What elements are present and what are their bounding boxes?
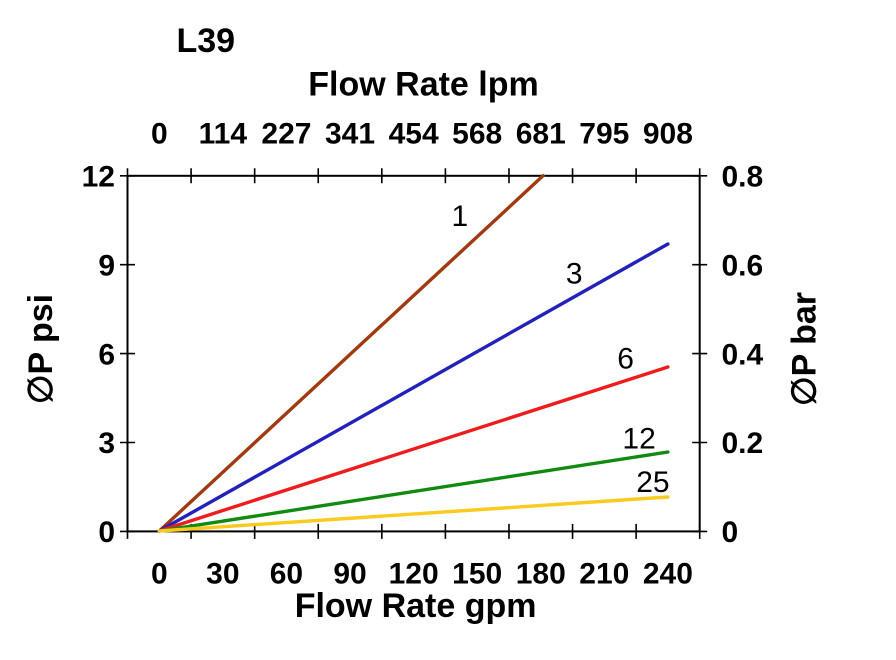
svg-text:120: 120 <box>389 557 439 590</box>
svg-text:∅P bar: ∅P bar <box>786 292 824 406</box>
svg-text:0: 0 <box>151 557 168 590</box>
svg-text:0: 0 <box>151 118 168 151</box>
svg-text:9: 9 <box>98 249 115 282</box>
svg-text:25: 25 <box>636 466 669 499</box>
svg-text:0.4: 0.4 <box>722 338 764 371</box>
svg-text:908: 908 <box>643 118 693 151</box>
svg-text:1: 1 <box>451 200 468 233</box>
svg-text:Flow Rate lpm: Flow Rate lpm <box>308 65 538 103</box>
svg-text:60: 60 <box>270 557 303 590</box>
svg-text:180: 180 <box>516 557 566 590</box>
svg-text:341: 341 <box>325 118 375 151</box>
svg-text:210: 210 <box>579 557 629 590</box>
svg-text:∅P psi: ∅P psi <box>22 294 60 404</box>
svg-text:3: 3 <box>98 427 115 460</box>
svg-text:795: 795 <box>579 118 629 151</box>
svg-text:L39: L39 <box>177 22 236 60</box>
svg-text:12: 12 <box>82 161 115 194</box>
svg-text:12: 12 <box>622 423 655 456</box>
svg-text:6: 6 <box>617 342 634 375</box>
svg-text:3: 3 <box>566 257 583 290</box>
svg-text:0.8: 0.8 <box>722 161 764 194</box>
svg-text:0.6: 0.6 <box>722 249 764 282</box>
svg-text:0: 0 <box>98 516 115 549</box>
svg-text:Flow Rate gpm: Flow Rate gpm <box>295 587 537 625</box>
svg-text:568: 568 <box>452 118 502 151</box>
svg-text:240: 240 <box>643 557 693 590</box>
svg-text:90: 90 <box>333 557 366 590</box>
svg-text:0: 0 <box>722 516 739 549</box>
svg-text:150: 150 <box>452 557 502 590</box>
svg-text:6: 6 <box>98 338 115 371</box>
svg-text:681: 681 <box>516 118 566 151</box>
svg-text:0.2: 0.2 <box>722 427 764 460</box>
svg-text:30: 30 <box>206 557 239 590</box>
svg-text:227: 227 <box>261 118 311 151</box>
svg-text:454: 454 <box>389 118 439 151</box>
svg-text:114: 114 <box>199 118 248 151</box>
